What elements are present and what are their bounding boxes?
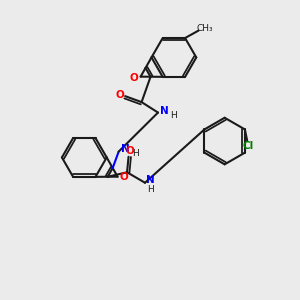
Text: O: O <box>120 172 128 182</box>
Text: H: H <box>132 149 139 158</box>
Text: Cl: Cl <box>243 141 254 151</box>
Text: CH₃: CH₃ <box>197 24 213 33</box>
Text: O: O <box>116 90 124 100</box>
Text: O: O <box>126 146 134 156</box>
Text: H: H <box>170 111 177 120</box>
Text: N: N <box>146 175 155 185</box>
Text: N: N <box>121 144 130 154</box>
Text: O: O <box>130 73 138 83</box>
Text: N: N <box>160 106 168 116</box>
Text: H: H <box>147 185 154 194</box>
